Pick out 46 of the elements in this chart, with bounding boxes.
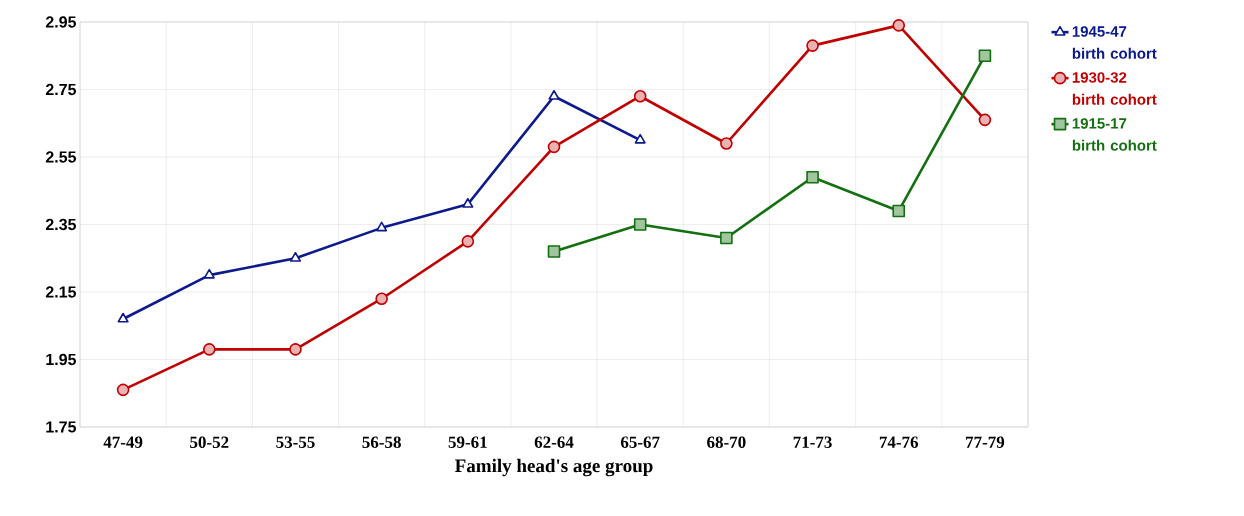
legend-label: 1915-17 birth cohort <box>1072 118 1157 151</box>
x-tick-label: 53-55 <box>276 436 315 448</box>
y-tick-label: 1.95 <box>46 353 77 366</box>
point <box>116 383 130 397</box>
y-tick-label: 1.75 <box>46 421 77 433</box>
point <box>547 245 561 258</box>
x-tick-label: 77-79 <box>966 436 1005 448</box>
point <box>806 170 819 184</box>
point <box>203 268 215 279</box>
point <box>289 343 302 356</box>
point <box>633 89 647 103</box>
point <box>117 312 129 323</box>
x-tick-label: 59-61 <box>448 436 487 448</box>
x-tick-label: 74-76 <box>879 436 919 448</box>
x-tick-label: 65-67 <box>620 436 660 448</box>
point <box>548 89 560 100</box>
x-tick-label: 68-70 <box>707 436 746 448</box>
point <box>720 137 733 150</box>
x-tick-label: 56-58 <box>362 436 401 448</box>
point <box>978 113 992 127</box>
legend-label: 1945-47 birth cohort <box>1072 26 1157 59</box>
x-tick-label: 62-64 <box>534 436 574 448</box>
y-tick-label: 2.55 <box>45 151 77 163</box>
point <box>375 292 388 306</box>
point <box>547 140 561 154</box>
x-tick-label: 47-49 <box>103 436 143 448</box>
y-tick-label: 2.15 <box>45 286 77 298</box>
point <box>462 197 474 208</box>
y-tick-label: 2.35 <box>45 218 77 231</box>
point <box>978 49 992 63</box>
y-tick-label: 2.95 <box>45 16 77 28</box>
point <box>892 19 906 32</box>
point <box>376 221 388 232</box>
point <box>289 251 302 262</box>
point <box>202 343 216 356</box>
point <box>806 39 819 52</box>
legend-label: 1930-32 birth cohort <box>1072 72 1157 105</box>
x-axis-title: Family head's age group <box>455 458 653 477</box>
x-tick-label: 71-73 <box>793 436 832 448</box>
point <box>720 231 733 245</box>
y-tick-label: 2.75 <box>45 83 77 96</box>
point <box>892 204 906 218</box>
x-tick-label: 50-52 <box>190 436 229 448</box>
point <box>461 235 475 248</box>
point <box>634 133 646 144</box>
point <box>633 218 647 231</box>
